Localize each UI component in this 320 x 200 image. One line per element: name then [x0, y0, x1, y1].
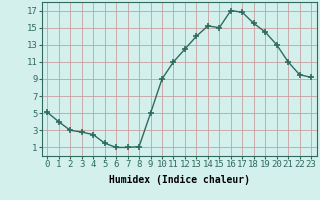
X-axis label: Humidex (Indice chaleur): Humidex (Indice chaleur)	[109, 175, 250, 185]
